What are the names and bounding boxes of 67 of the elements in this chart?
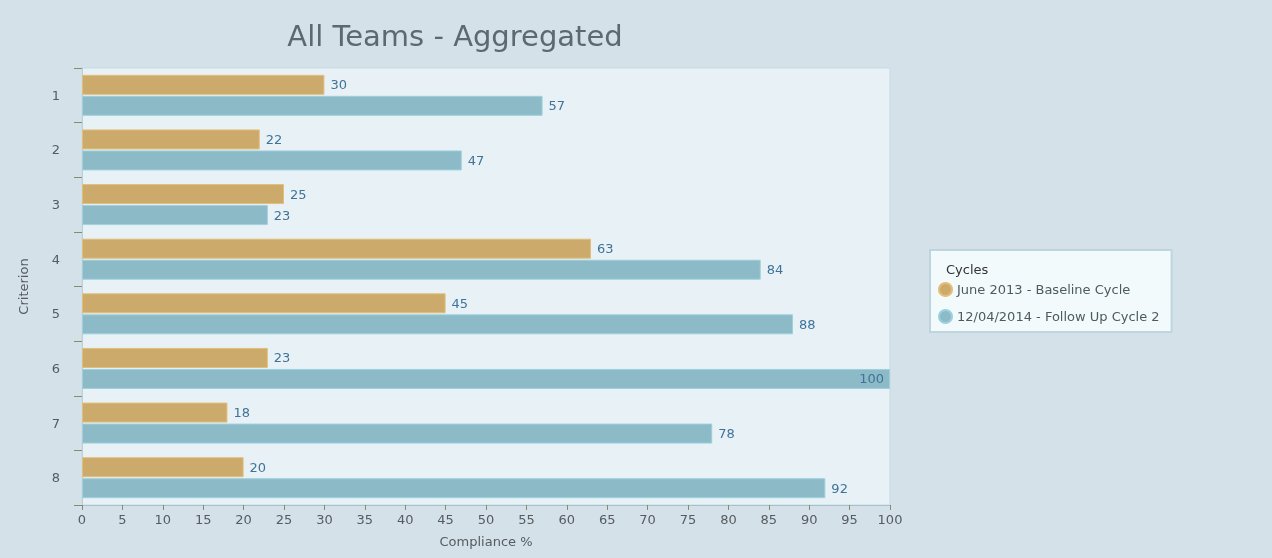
bar — [82, 293, 446, 314]
x-tick-label: 40 — [396, 512, 414, 527]
chart-title: All Teams - Aggregated — [287, 18, 623, 53]
data-label: 78 — [718, 426, 735, 442]
y-tick-label: 3 — [51, 197, 60, 213]
data-label: 57 — [548, 98, 566, 114]
data-label: 45 — [451, 295, 469, 311]
x-axis-title: Compliance % — [439, 534, 533, 549]
x-tick-label: 75 — [679, 512, 697, 527]
data-label: 20 — [249, 459, 267, 475]
legend-title: Cycles — [946, 262, 989, 277]
y-tick-label: 7 — [51, 415, 60, 431]
bar — [82, 184, 284, 205]
bar — [82, 150, 462, 171]
data-label: 23 — [273, 350, 291, 366]
bar — [82, 205, 268, 226]
bar — [82, 368, 890, 389]
x-tick-label: 5 — [118, 512, 127, 527]
bar — [82, 238, 592, 259]
x-tick-label: 20 — [235, 512, 252, 527]
bar — [82, 478, 826, 499]
x-tick-label: 55 — [518, 512, 535, 527]
x-tick-label: 35 — [356, 512, 374, 527]
data-label: 30 — [330, 77, 347, 93]
x-tick-label: 65 — [598, 512, 616, 527]
data-label: 88 — [799, 316, 816, 332]
y-tick-label: 8 — [51, 470, 60, 486]
data-label: 92 — [831, 480, 848, 496]
y-tick-label: 6 — [51, 360, 60, 376]
y-tick-label: 2 — [51, 142, 60, 158]
bar — [82, 95, 543, 116]
data-label: 100 — [859, 371, 884, 387]
data-label: 22 — [265, 131, 283, 147]
y-axis-title: Criterion — [16, 258, 31, 315]
data-label: 25 — [290, 186, 307, 202]
x-tick-label: 15 — [194, 512, 212, 527]
y-tick-label: 5 — [51, 306, 60, 322]
legend-label: 12/04/2014 - Follow Up Cycle 2 — [957, 309, 1160, 324]
bar — [82, 314, 794, 335]
x-tick-label: 80 — [720, 512, 737, 527]
x-tick-label: 25 — [275, 512, 293, 527]
bar — [82, 402, 228, 423]
bar — [82, 457, 244, 478]
bar — [82, 74, 325, 95]
x-tick-label: 60 — [558, 512, 576, 527]
data-label: 47 — [467, 152, 485, 168]
y-tick-label: 4 — [51, 251, 60, 267]
x-tick-label: 90 — [800, 512, 818, 527]
bar — [82, 129, 260, 150]
data-label: 18 — [233, 405, 250, 421]
x-tick-label: 10 — [154, 512, 172, 527]
data-label: 23 — [273, 207, 291, 223]
data-label: 84 — [766, 262, 784, 278]
x-tick-label: 85 — [760, 512, 778, 527]
bar — [82, 423, 713, 444]
y-tick-label: 1 — [51, 87, 60, 103]
x-tick-label: 50 — [477, 512, 495, 527]
x-tick-label: 0 — [77, 512, 87, 527]
x-tick-label: 30 — [316, 512, 333, 527]
data-label: 63 — [597, 241, 614, 257]
bar — [82, 259, 761, 280]
x-tick-label: 70 — [639, 512, 656, 527]
x-tick-label: 100 — [877, 512, 903, 527]
x-tick-label: 45 — [437, 512, 454, 527]
bar — [82, 347, 268, 368]
legend-label: June 2013 - Baseline Cycle — [956, 282, 1131, 297]
x-tick-label: 95 — [841, 512, 858, 527]
